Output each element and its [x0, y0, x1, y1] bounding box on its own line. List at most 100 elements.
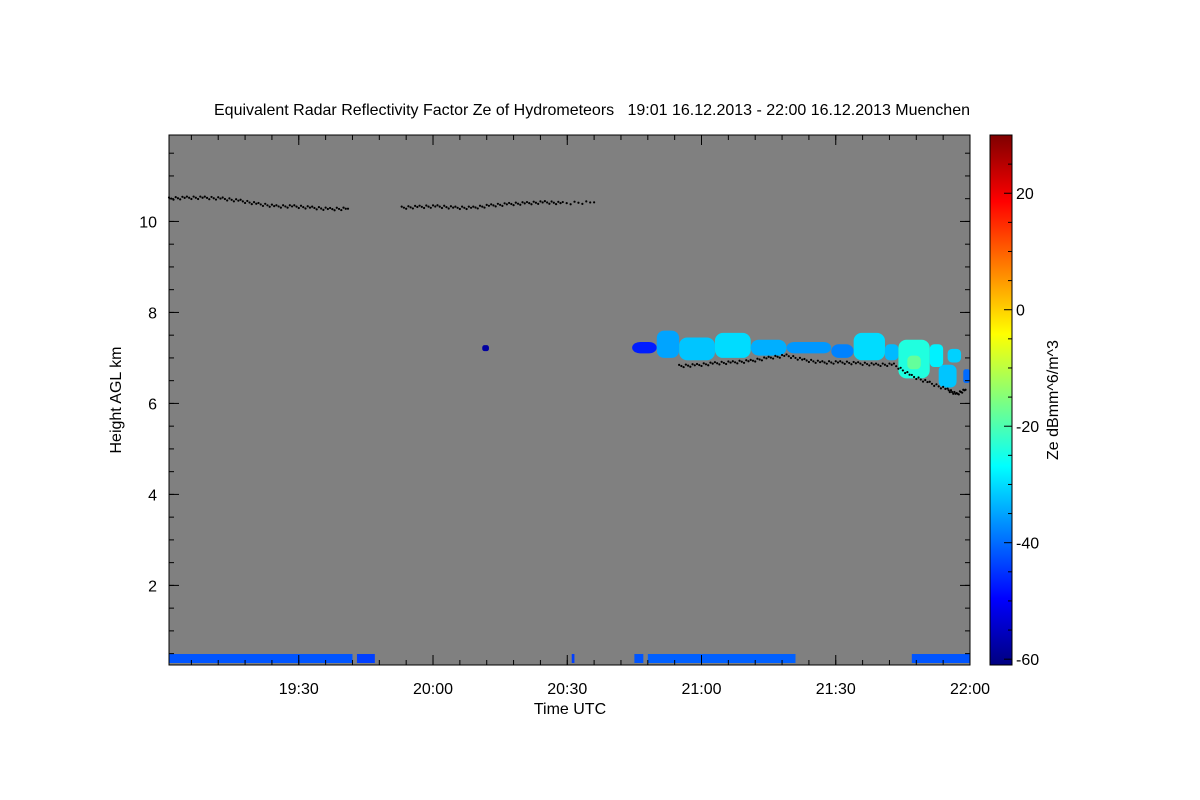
cloud-top-point [246, 199, 249, 203]
cloud-top-point [449, 205, 453, 208]
cloud-top-point [496, 202, 500, 205]
cloud-top-point [552, 201, 555, 204]
cloud-top-point [769, 356, 772, 359]
cloud-top-point [814, 361, 817, 364]
cloud-top-point [548, 202, 551, 205]
cloud-top-point [279, 206, 282, 209]
cloud-top-point [785, 353, 788, 356]
cloud-top-point [447, 207, 450, 210]
cloud-top-point [693, 364, 696, 367]
cloud-top-point [304, 207, 307, 210]
surface-clutter-band [571, 654, 575, 663]
cloud-top-point [897, 367, 900, 370]
cloud-top-point [816, 359, 819, 362]
cloud-top-point [886, 364, 889, 368]
cloud-top-point [702, 362, 705, 365]
cloud-top-point [237, 199, 240, 202]
cloud-top-point [843, 362, 846, 365]
cloud-top-point [947, 389, 950, 392]
cloud-top-point [315, 208, 318, 211]
cloud-top-point [733, 361, 737, 364]
cloud-top-point [192, 195, 195, 198]
cloud-top-point [879, 364, 882, 368]
cloud-top-point [261, 204, 265, 208]
cloud-top-point [270, 203, 274, 206]
x-tick-label: 22:00 [950, 681, 990, 698]
cloud-top-point [787, 355, 790, 358]
cloud-top-point [888, 362, 891, 365]
cloud-top-point [481, 205, 484, 208]
cloud-top-point [924, 378, 927, 382]
cloud-top-point [239, 198, 242, 201]
colorbar-tick-label: -40 [1016, 536, 1039, 553]
cloud-top-point [767, 355, 770, 358]
cloud-top-point [501, 204, 504, 207]
cloud-top-point [490, 203, 493, 206]
cloud-top-point [266, 204, 269, 207]
cloud-top-point [539, 200, 542, 203]
cloud-top-point [429, 206, 432, 209]
echo-patch [679, 337, 715, 361]
cloud-top-point [722, 361, 725, 365]
cloud-top-point [409, 206, 412, 209]
x-tick-label: 20:00 [413, 681, 453, 698]
cloud-top-point [794, 356, 797, 360]
cloud-top-point [845, 360, 849, 363]
cloud-top-point [944, 387, 947, 391]
cloud-top-point [302, 206, 305, 209]
cloud-top-point [678, 363, 681, 367]
cloud-top-point [411, 207, 414, 210]
cloud-top-point [440, 206, 444, 210]
cloud-top-point [277, 205, 280, 208]
cloud-top-point [534, 201, 538, 204]
cloud-top-point [530, 203, 533, 206]
cloud-top-point [205, 196, 209, 199]
plot-background [169, 135, 970, 665]
cloud-top-point [557, 200, 560, 203]
cloud-top-point [425, 204, 428, 207]
cloud-top-point [554, 202, 558, 206]
cloud-top-point [727, 360, 730, 363]
cloud-top-point [946, 387, 949, 390]
cloud-top-point [713, 361, 717, 364]
cloud-top-point [485, 203, 488, 206]
cloud-top-point [320, 207, 323, 210]
cloud-top-point [765, 357, 768, 360]
cloud-top-point [523, 202, 526, 205]
cloud-top-point [499, 203, 502, 206]
cloud-top-point [812, 360, 815, 363]
cloud-top-point [288, 204, 291, 207]
cloud-top-point [915, 377, 918, 381]
cloud-top-point [559, 202, 562, 205]
cloud-top-point [295, 205, 298, 208]
cloud-top-point [892, 362, 896, 365]
cloud-top-point [709, 361, 712, 364]
cloud-top-point [299, 204, 303, 207]
cloud-top-point [711, 362, 714, 365]
cloud-top-point [431, 204, 435, 207]
cloud-top-point [952, 392, 955, 395]
cloud-top-point [857, 361, 860, 364]
cloud-top-point [311, 205, 314, 208]
cloud-top-point [895, 365, 898, 368]
y-tick-label: 2 [148, 578, 157, 595]
cloud-top-point [740, 360, 743, 363]
cloud-top-point [221, 196, 224, 199]
surface-clutter-band [356, 654, 375, 663]
cloud-top-point [859, 362, 862, 365]
cloud-top-point [188, 196, 191, 199]
cloud-top-point [951, 390, 954, 394]
y-tick-label: 10 [139, 214, 157, 231]
cloud-top-point [961, 391, 964, 394]
cloud-top-point [680, 364, 683, 368]
cloud-top-point [789, 356, 793, 360]
cloud-top-point [456, 206, 459, 209]
cloud-top-point [912, 375, 916, 379]
cloud-top-point [964, 388, 967, 391]
cloud-top-point [183, 196, 186, 199]
cloud-top-point [273, 205, 276, 208]
cloud-top-point [792, 355, 795, 358]
cloud-top-point [333, 209, 336, 212]
cloud-top-point [179, 198, 182, 201]
cloud-top-point [507, 201, 511, 205]
